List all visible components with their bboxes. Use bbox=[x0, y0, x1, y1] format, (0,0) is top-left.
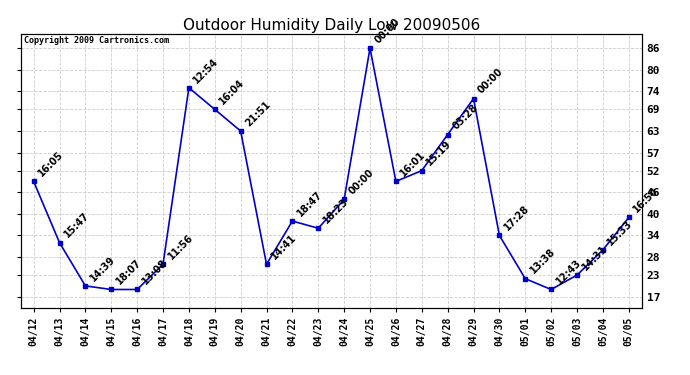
Text: 16:05: 16:05 bbox=[37, 150, 66, 178]
Text: 13:38: 13:38 bbox=[528, 247, 557, 276]
Text: 18:47: 18:47 bbox=[295, 189, 324, 218]
Text: 18:07: 18:07 bbox=[114, 258, 143, 287]
Text: Copyright 2009 Cartronics.com: Copyright 2009 Cartronics.com bbox=[23, 36, 169, 45]
Text: 15:19: 15:19 bbox=[424, 139, 453, 168]
Text: 15:47: 15:47 bbox=[62, 211, 91, 240]
Text: 14:31: 14:31 bbox=[580, 243, 609, 272]
Title: Outdoor Humidity Daily Low 20090506: Outdoor Humidity Daily Low 20090506 bbox=[183, 18, 480, 33]
Text: 00:00: 00:00 bbox=[476, 67, 505, 96]
Text: 00:00: 00:00 bbox=[373, 16, 402, 45]
Text: 16:04: 16:04 bbox=[217, 78, 246, 106]
Text: 21:51: 21:51 bbox=[244, 99, 273, 128]
Text: 03:28: 03:28 bbox=[451, 103, 480, 132]
Text: 14:39: 14:39 bbox=[88, 254, 117, 283]
Text: 12:54: 12:54 bbox=[192, 56, 221, 85]
Text: 14:41: 14:41 bbox=[269, 232, 298, 261]
Text: 16:50: 16:50 bbox=[631, 186, 660, 214]
Text: 11:56: 11:56 bbox=[166, 232, 195, 261]
Text: 17:28: 17:28 bbox=[502, 204, 531, 232]
Text: 18:23: 18:23 bbox=[321, 196, 350, 225]
Text: 15:33: 15:33 bbox=[606, 218, 635, 247]
Text: 00:00: 00:00 bbox=[347, 168, 376, 196]
Text: 13:08: 13:08 bbox=[140, 258, 169, 287]
Text: 12:43: 12:43 bbox=[554, 258, 583, 287]
Text: 16:01: 16:01 bbox=[399, 150, 428, 178]
